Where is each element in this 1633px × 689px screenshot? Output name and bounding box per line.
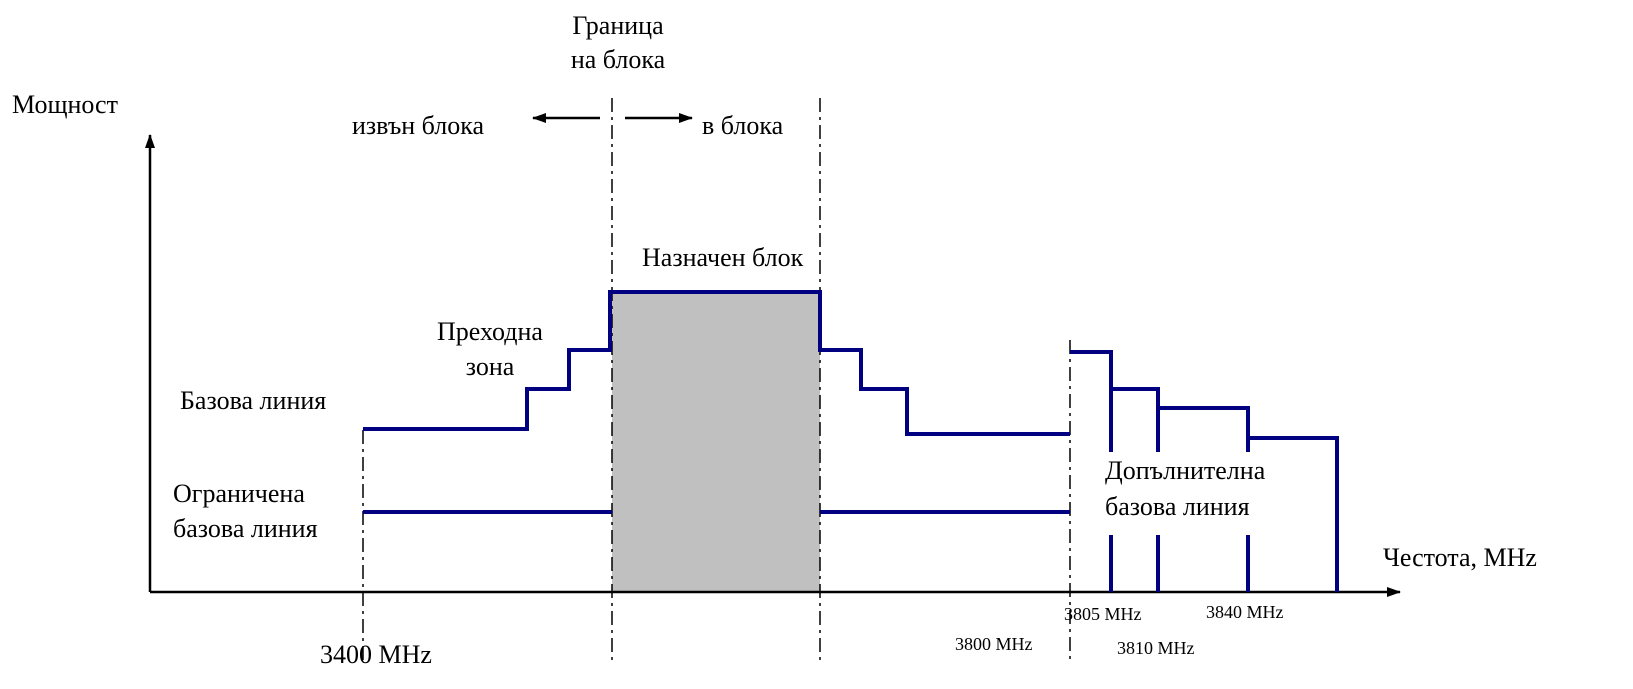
label: в блока (702, 111, 784, 140)
additional-baseline (1070, 350, 1339, 592)
label: Допълнителна (1105, 456, 1266, 485)
label: базова линия (1105, 492, 1250, 521)
label: извън блока (352, 111, 484, 140)
baseline (363, 290, 1070, 436)
label: зона (466, 352, 515, 381)
freq-label: 3810 MHz (1117, 638, 1195, 658)
freq-label: 3805 MHz (1064, 604, 1142, 624)
label: базова линия (173, 514, 318, 543)
assigned-block-area (612, 292, 820, 592)
freq-label: 3800 MHz (955, 634, 1033, 654)
label: Ограничена (173, 479, 305, 508)
label: Мощност (12, 90, 118, 119)
label: Честота, MHz (1383, 543, 1537, 572)
label: Назначен блок (642, 243, 804, 272)
label: Граница (572, 11, 664, 40)
label: на блока (571, 45, 666, 74)
freq-label: 3840 MHz (1206, 602, 1284, 622)
label: Базова линия (180, 386, 326, 415)
freq-label: 3400 MHz (320, 640, 432, 669)
guides (362, 98, 1071, 662)
label: Преходна (437, 317, 543, 346)
